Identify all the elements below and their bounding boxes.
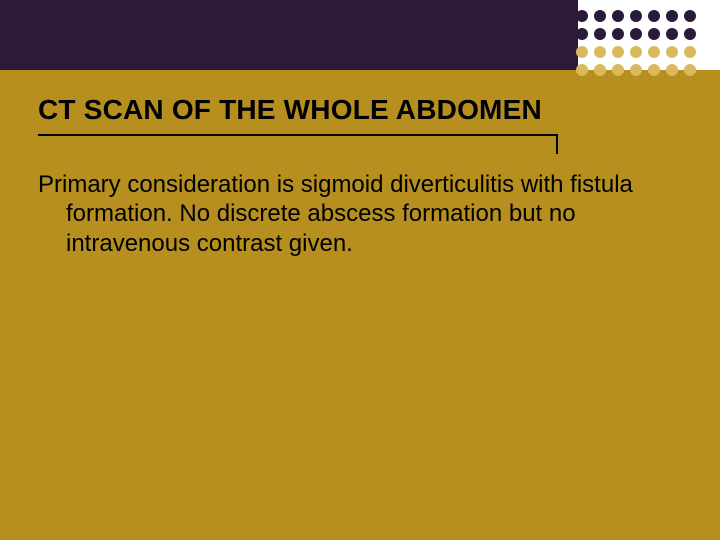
decor-dot bbox=[684, 46, 696, 58]
decor-dot bbox=[630, 64, 642, 76]
corner-dot-grid bbox=[576, 10, 698, 78]
decor-dot bbox=[594, 64, 606, 76]
body-text: Primary consideration is sigmoid diverti… bbox=[38, 170, 678, 258]
decor-dot bbox=[576, 64, 588, 76]
decor-dot bbox=[612, 64, 624, 76]
decor-dot bbox=[666, 46, 678, 58]
decor-dot bbox=[630, 46, 642, 58]
decor-dot bbox=[612, 28, 624, 40]
decor-dot bbox=[684, 64, 696, 76]
decor-dot bbox=[630, 10, 642, 22]
decor-dot bbox=[630, 28, 642, 40]
decor-dot bbox=[612, 10, 624, 22]
decor-dot bbox=[594, 46, 606, 58]
decor-dot bbox=[612, 46, 624, 58]
decor-dot bbox=[648, 46, 660, 58]
top-bar bbox=[0, 0, 578, 70]
decor-dot bbox=[594, 10, 606, 22]
decor-dot bbox=[648, 28, 660, 40]
decor-dot bbox=[576, 46, 588, 58]
decor-dot bbox=[666, 10, 678, 22]
slide-title: CT SCAN OF THE WHOLE ABDOMEN bbox=[38, 94, 542, 126]
title-underline bbox=[38, 134, 556, 136]
decor-dot bbox=[648, 64, 660, 76]
decor-dot bbox=[684, 10, 696, 22]
decor-dot bbox=[666, 28, 678, 40]
body-paragraph: Primary consideration is sigmoid diverti… bbox=[38, 170, 678, 258]
slide: CT SCAN OF THE WHOLE ABDOMEN Primary con… bbox=[0, 0, 720, 540]
decor-dot bbox=[576, 10, 588, 22]
title-underline-tick bbox=[556, 134, 558, 154]
decor-dot bbox=[684, 28, 696, 40]
decor-dot bbox=[666, 64, 678, 76]
decor-dot bbox=[648, 10, 660, 22]
decor-dot bbox=[594, 28, 606, 40]
decor-dot bbox=[576, 28, 588, 40]
